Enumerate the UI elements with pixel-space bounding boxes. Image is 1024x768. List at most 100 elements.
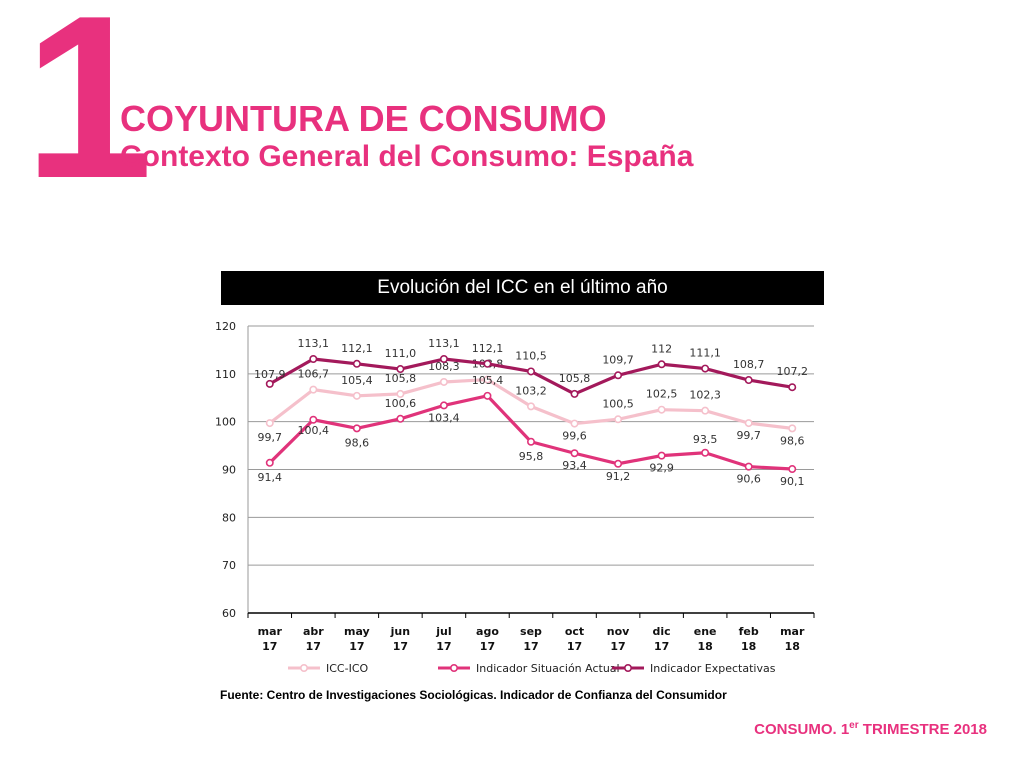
x-tick-label: mar <box>780 625 805 638</box>
data-label: 99,6 <box>562 430 587 443</box>
data-label: 112,1 <box>341 342 373 355</box>
legend-marker <box>450 663 459 672</box>
footer-label: CONSUMO. 1er TRIMESTRE 2018 <box>754 720 987 738</box>
x-tick-label: 17 <box>610 640 625 653</box>
x-tick-label: may <box>344 625 370 638</box>
data-label: 100,6 <box>385 397 417 410</box>
x-tick-label: 18 <box>785 640 800 653</box>
x-tick-label: feb <box>739 625 759 638</box>
data-point <box>483 359 492 368</box>
data-point <box>701 364 710 373</box>
x-tick-label: 17 <box>567 640 582 653</box>
data-label: 105,8 <box>559 372 591 385</box>
data-point <box>788 465 797 474</box>
data-label: 99,7 <box>258 431 283 444</box>
x-tick-label: 17 <box>523 640 538 653</box>
legend-marker <box>623 663 632 672</box>
data-point <box>614 371 623 380</box>
data-point <box>526 437 535 446</box>
data-label: 98,6 <box>345 436 370 449</box>
footer-sup: er <box>849 720 859 731</box>
data-label: 112,1 <box>472 342 504 355</box>
y-tick-label: 80 <box>222 511 236 524</box>
legend-label: Indicador Situación Actual <box>476 662 620 675</box>
data-point <box>701 406 710 415</box>
data-point <box>526 367 535 376</box>
data-point <box>657 405 666 414</box>
data-label: 91,4 <box>258 471 283 484</box>
data-point <box>701 448 710 457</box>
data-label: 108,3 <box>428 360 460 373</box>
x-tick-label: abr <box>303 625 324 638</box>
data-label: 107,9 <box>254 368 286 381</box>
data-label: 95,8 <box>519 450 544 463</box>
data-point <box>570 419 579 428</box>
y-tick-label: 90 <box>222 464 236 477</box>
data-point <box>657 360 666 369</box>
data-label: 111,1 <box>689 347 721 360</box>
data-label: 109,7 <box>602 353 634 366</box>
data-point <box>657 451 666 460</box>
data-label: 90,1 <box>780 475 805 488</box>
data-label: 98,6 <box>780 434 805 447</box>
data-label: 102,5 <box>646 388 678 401</box>
data-point <box>396 389 405 398</box>
data-point <box>309 415 318 424</box>
data-point <box>744 462 753 471</box>
data-point <box>614 415 623 424</box>
data-label: 105,8 <box>385 372 417 385</box>
x-tick-label: jul <box>435 625 451 638</box>
data-point <box>788 424 797 433</box>
x-tick-label: jun <box>390 625 410 638</box>
x-tick-label: nov <box>607 625 630 638</box>
data-label: 103,2 <box>515 384 547 397</box>
data-point <box>614 459 623 468</box>
x-tick-label: mar <box>258 625 283 638</box>
data-label: 91,2 <box>606 470 631 483</box>
data-point <box>265 419 274 428</box>
data-label: 92,9 <box>649 462 674 475</box>
data-point <box>788 383 797 392</box>
data-label: 107,2 <box>776 365 808 378</box>
footer-main: CONSUMO. 1 <box>754 721 850 738</box>
x-tick-label: ago <box>476 625 499 638</box>
data-point <box>352 359 361 368</box>
y-tick-label: 70 <box>222 559 236 572</box>
data-label: 93,4 <box>562 459 587 472</box>
data-label: 108,7 <box>733 358 765 371</box>
data-point <box>483 375 492 384</box>
section-number: 1 <box>24 0 153 227</box>
data-label: 112 <box>651 342 672 355</box>
legend-label: Indicador Expectativas <box>650 662 776 675</box>
data-label: 106,7 <box>298 368 330 381</box>
data-label: 102,3 <box>689 389 721 402</box>
source-note: Fuente: Centro de Investigaciones Sociol… <box>220 688 727 702</box>
x-tick-label: dic <box>653 625 671 638</box>
x-tick-label: 17 <box>306 640 321 653</box>
data-label: 90,6 <box>736 473 761 486</box>
data-label: 111,0 <box>385 347 417 360</box>
y-tick-label: 60 <box>222 607 236 620</box>
data-point <box>483 391 492 400</box>
data-point <box>439 401 448 410</box>
data-label: 105,4 <box>472 374 504 387</box>
data-point <box>396 365 405 374</box>
page-title: COYUNTURA DE CONSUMO <box>120 98 607 139</box>
data-label: 99,7 <box>736 429 761 442</box>
data-point <box>396 414 405 423</box>
data-point <box>570 449 579 458</box>
data-label: 103,4 <box>428 411 460 424</box>
x-tick-label: 18 <box>741 640 756 653</box>
x-tick-label: 18 <box>697 640 712 653</box>
page-subtitle: Contexto General del Consumo: España <box>120 140 694 173</box>
x-tick-label: 17 <box>393 640 408 653</box>
data-point <box>439 355 448 364</box>
data-point <box>526 402 535 411</box>
data-point <box>265 458 274 467</box>
x-tick-label: 17 <box>436 640 451 653</box>
data-point <box>352 424 361 433</box>
y-tick-label: 110 <box>215 368 236 381</box>
data-point <box>309 355 318 364</box>
data-point <box>439 377 448 386</box>
x-tick-label: 17 <box>654 640 669 653</box>
